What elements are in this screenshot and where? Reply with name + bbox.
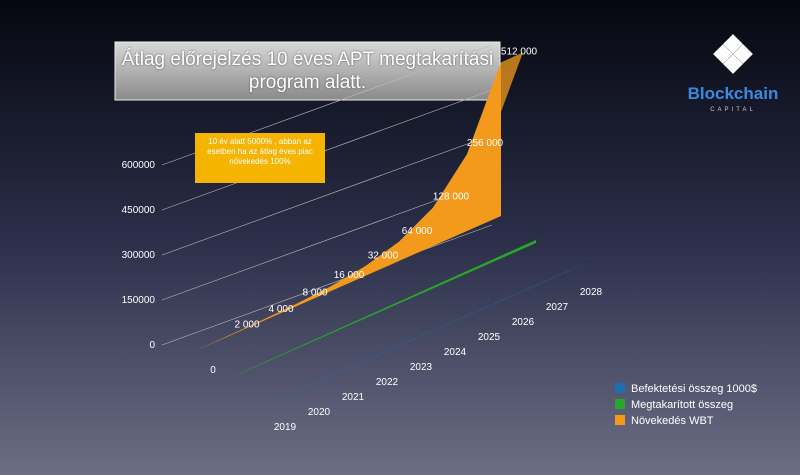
value-label: 128 000 xyxy=(433,192,470,203)
value-label: 16 000 xyxy=(334,270,365,281)
x-tick-label: 2021 xyxy=(342,392,365,403)
y-tick-label: 150000 xyxy=(122,295,156,306)
x-tick-label: 2022 xyxy=(376,377,399,388)
chart-title: Átlag előrejelzés 10 éves APT megtakarít… xyxy=(121,49,494,93)
value-label: 512 000 xyxy=(501,46,538,57)
value-label: 8 000 xyxy=(302,288,327,299)
series-front xyxy=(195,62,501,352)
y-tick-label: 450000 xyxy=(122,205,156,216)
value-label: 0 xyxy=(210,365,216,376)
x-tick-label: 2025 xyxy=(478,332,501,343)
y-tick-label: 0 xyxy=(149,340,155,351)
grid-line xyxy=(161,134,493,256)
x-tick-label: 2024 xyxy=(444,347,467,358)
plot: 0 150000 300000 450000 600000 0 2 000 4 000 8 00… xyxy=(122,44,757,433)
value-label: 2 000 xyxy=(234,319,259,330)
legend-label: Növekedés WBT xyxy=(631,415,714,427)
y-tick-label: 300000 xyxy=(122,250,156,261)
grid-line xyxy=(161,179,493,301)
value-label: 32 000 xyxy=(368,250,399,261)
legend-swatch xyxy=(615,383,625,393)
value-label: 4 000 xyxy=(268,304,293,315)
title-wrap: Átlag előrejelzés 10 éves APT megtakarít… xyxy=(121,49,494,93)
x-tick-label: 2028 xyxy=(580,287,603,298)
series-surface xyxy=(230,230,558,378)
logo-subtitle: CAPITAL xyxy=(710,107,756,113)
annotation-wrap: 10 év alatt 5000% , abban az esetben ha … xyxy=(207,137,313,166)
grid-line xyxy=(161,89,493,211)
annotation-box xyxy=(195,133,325,183)
legend-label: Megtakarított összeg xyxy=(631,399,733,411)
value-label: 256 000 xyxy=(467,138,504,149)
grid-line xyxy=(161,224,493,346)
series-front xyxy=(265,269,571,405)
annotation: 10 év alatt 5000% , abban az esetben ha … xyxy=(207,137,313,166)
title-box xyxy=(114,41,501,101)
legend-swatch xyxy=(615,415,625,425)
series-front xyxy=(230,240,536,378)
y-tick-label: 600000 xyxy=(122,160,156,171)
x-tick-label: 2026 xyxy=(512,317,535,328)
x-tick-label: 2023 xyxy=(410,362,433,373)
series-surface xyxy=(265,259,593,405)
x-tick-label: 2019 xyxy=(274,422,297,433)
legend-swatch xyxy=(615,399,625,409)
legend-label: Befektetési összeg 1000$ xyxy=(631,383,757,395)
x-tick-label: 2027 xyxy=(546,302,569,313)
x-tick-label: 2020 xyxy=(308,407,331,418)
value-label: 64 000 xyxy=(402,226,433,237)
logo-name: Blockchain xyxy=(688,84,779,103)
